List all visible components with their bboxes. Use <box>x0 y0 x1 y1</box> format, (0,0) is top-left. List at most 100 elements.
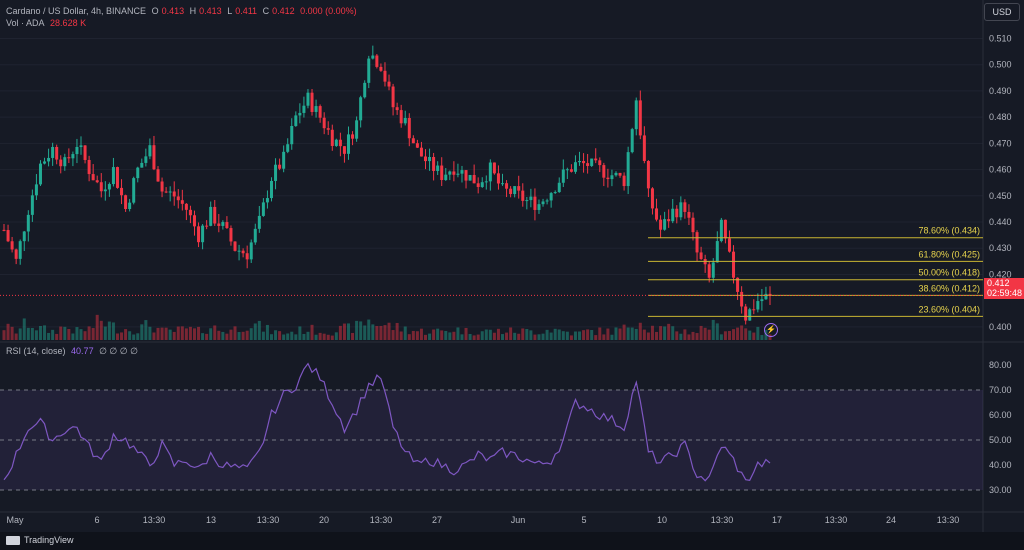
candle-body <box>261 202 265 216</box>
candle-body <box>359 97 363 121</box>
tradingview-logo[interactable]: TradingView <box>6 535 74 546</box>
time-tick-label: 13:30 <box>711 515 734 525</box>
volume-bar <box>582 330 586 340</box>
volume-bar <box>667 323 671 340</box>
currency-button[interactable]: USD <box>984 3 1020 21</box>
candle-body <box>484 181 488 183</box>
volume-bar <box>22 318 26 340</box>
candle-body <box>205 225 209 227</box>
candle-body <box>318 106 322 118</box>
candle-body <box>67 157 71 159</box>
last-price: 0.412 <box>987 278 1010 288</box>
volume-bar <box>703 327 707 340</box>
volume-bar <box>395 322 399 340</box>
volume-bar <box>140 324 144 340</box>
candle-body <box>464 170 468 181</box>
volume-bar <box>274 330 278 340</box>
symbol-legend: Cardano / US Dollar, 4h, BINANCE O 0.413 … <box>6 6 360 16</box>
volume-bar <box>217 330 221 340</box>
candle-body <box>43 161 47 164</box>
volume-bar <box>152 332 156 340</box>
volume-bar <box>695 333 699 340</box>
last-price-tag: 0.412 02:59:48 <box>984 278 1024 299</box>
volume-bar <box>586 329 590 340</box>
candle-body <box>79 145 83 147</box>
candle-body <box>314 106 318 112</box>
volume-bar <box>638 322 642 340</box>
candle-body <box>99 182 103 192</box>
candle-body <box>111 167 115 185</box>
volume-bar <box>237 332 241 340</box>
volume-bar <box>671 326 675 340</box>
low-value: 0.411 <box>235 6 258 16</box>
volume-bar <box>310 324 314 340</box>
close-value: 0.412 <box>272 6 295 16</box>
volume-bar <box>176 326 180 340</box>
candle-body <box>197 226 201 243</box>
candle-body <box>419 147 423 157</box>
volume-bar <box>590 329 594 340</box>
volume-bar <box>460 334 464 340</box>
volume-bar <box>168 329 172 340</box>
candle-body <box>120 187 124 196</box>
volume-bar <box>610 334 614 340</box>
volume-bar <box>655 331 659 340</box>
candle-body <box>164 191 168 193</box>
candle-body <box>51 146 55 158</box>
volume-bar <box>683 329 687 340</box>
volume-bar <box>197 326 201 340</box>
time-tick-label: 13:30 <box>370 515 393 525</box>
volume-bar <box>213 325 217 340</box>
candle-body <box>282 151 286 169</box>
candle-body <box>476 183 480 187</box>
volume-bar <box>517 333 521 340</box>
volume-bar <box>687 334 691 340</box>
volume-bar <box>322 333 326 340</box>
candle-body <box>75 146 79 155</box>
volume-bar <box>480 331 484 340</box>
candle-body <box>687 211 691 218</box>
candle-body <box>245 253 249 260</box>
volume-bar <box>663 326 667 340</box>
fib-level-label: 23.60% (0.404) <box>918 304 980 314</box>
volume-bar <box>103 326 107 340</box>
volume-bar <box>744 328 748 340</box>
candle-body <box>501 183 505 185</box>
volume-bar <box>496 328 500 340</box>
candle-body <box>561 169 565 183</box>
candle-body <box>172 191 176 197</box>
volume-bar <box>51 329 55 340</box>
candle-body <box>387 81 391 87</box>
time-tick-label: 13 <box>206 515 216 525</box>
candle-body <box>274 164 278 181</box>
candle-body <box>2 229 6 231</box>
volume-bar <box>492 332 496 340</box>
volume-bar <box>513 332 517 340</box>
volume-bar <box>71 333 75 340</box>
candle-body <box>407 117 411 139</box>
candle-body <box>241 250 245 254</box>
time-tick-label: 20 <box>319 515 329 525</box>
volume-bar <box>346 323 350 340</box>
candle-body <box>290 125 294 145</box>
volume-bar <box>115 333 119 340</box>
rsi-settings-icons[interactable]: ∅ ∅ ∅ ∅ <box>99 346 138 356</box>
candle-body <box>748 309 752 321</box>
volume-bar <box>675 331 679 340</box>
candle-body <box>415 143 419 148</box>
candle-body <box>59 159 63 167</box>
candle-body <box>269 180 273 199</box>
volume-bar <box>282 334 286 340</box>
lightning-icon[interactable]: ⚡ <box>764 323 778 337</box>
volume-bar <box>752 332 756 340</box>
volume-bar <box>233 326 237 340</box>
volume-bar <box>760 335 764 340</box>
candle-body <box>533 196 537 210</box>
candle-body <box>723 219 727 239</box>
volume-bar <box>18 328 22 340</box>
candle-body <box>298 112 302 116</box>
volume-bar <box>164 327 168 340</box>
candle-body <box>727 238 731 252</box>
volume-bar <box>529 330 533 340</box>
